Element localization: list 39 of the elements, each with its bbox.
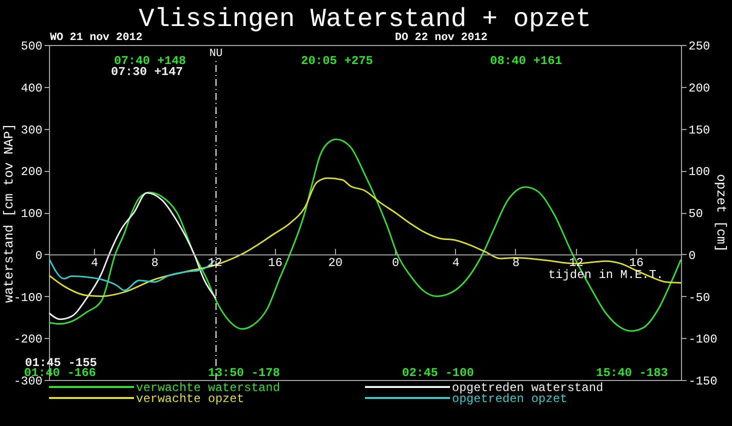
y-axis-title: waterstand [cm tov NAP] <box>2 123 16 303</box>
y-tick-label: 200 <box>20 165 42 180</box>
y2-tick-label: 250 <box>688 40 710 54</box>
annotation: 07:40 +148 <box>114 54 186 68</box>
x-tick-label: 20 <box>328 256 343 270</box>
y2-axis-title: opzet [cm] <box>714 174 728 252</box>
x-tick-label: 4 <box>452 256 460 270</box>
text: opgetreden opzet <box>452 392 568 406</box>
annotation: 07:30 +147 <box>110 65 184 79</box>
ref-line-label: NU <box>209 48 223 60</box>
chart-title: Vlissingen Waterstand + opzet <box>138 4 592 34</box>
annotation: 15:40 -183 <box>596 366 668 380</box>
y-tick-label: 500 <box>20 40 42 54</box>
x-tick-label: 16 <box>268 256 282 270</box>
annotation: 02:45 -100 <box>402 366 474 380</box>
y-tick-label: 100 <box>20 207 42 221</box>
x-tick-label: 16 <box>629 256 644 270</box>
y2-tick-label: -50 <box>688 290 710 305</box>
y2-tick-label: 150 <box>688 123 710 138</box>
y2-tick-label: -100 <box>688 332 718 347</box>
y2-tick-label: 50 <box>688 207 703 221</box>
annotation: 13:50 -178 <box>208 366 280 380</box>
y-tick-label: -200 <box>14 332 42 347</box>
x-tick-label: 8 <box>151 256 158 270</box>
y-tick-label: -100 <box>14 290 42 305</box>
text: DO 22 nov 2012 <box>395 32 488 44</box>
x-tick-label: 0 <box>392 256 400 270</box>
y2-tick-label: -150 <box>688 374 718 388</box>
annotation: 08:40 +161 <box>490 54 562 68</box>
text: verwachte opzet <box>136 392 244 406</box>
text: opgetreden waterstand <box>452 381 604 395</box>
annotation: 20:05 +275 <box>300 54 374 68</box>
x-tick-label: 4 <box>91 256 98 270</box>
y-tick-label: 300 <box>20 123 42 138</box>
y2-tick-label: 100 <box>688 165 710 180</box>
text: WO 21 nov 2012 <box>50 32 142 44</box>
y2-tick-label: 200 <box>688 81 710 96</box>
x-tick-label: 8 <box>512 256 520 270</box>
y-tick-label: 400 <box>20 81 42 96</box>
